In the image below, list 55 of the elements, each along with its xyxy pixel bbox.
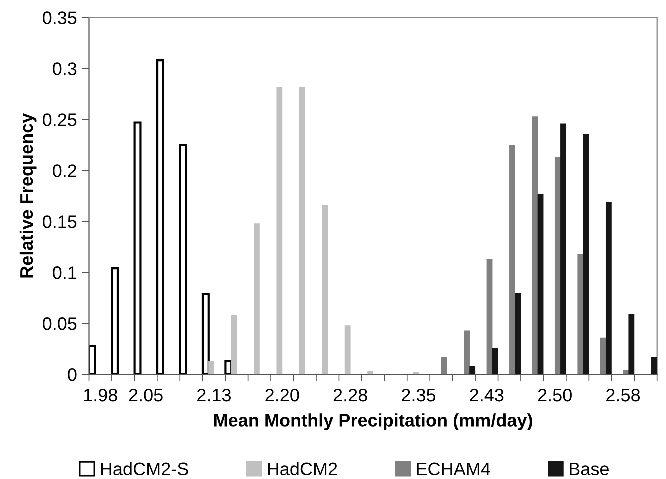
- y-tick-label: 0.05: [43, 318, 77, 330]
- x-tick-label: 2.28: [334, 388, 368, 402]
- x-axis-title: Mean Monthly Precipitation (mm/day): [214, 414, 532, 430]
- bar: [515, 293, 521, 375]
- bar: [299, 87, 306, 375]
- bar: [111, 267, 120, 375]
- x-tick-label: 2.05: [129, 388, 163, 402]
- bar: [510, 145, 516, 375]
- bar: [231, 315, 238, 375]
- bar: [583, 134, 590, 375]
- bar: [600, 338, 606, 375]
- y-tick-label: 0.35: [43, 12, 77, 24]
- bar: [322, 205, 328, 375]
- bar: [538, 194, 544, 375]
- bar: [441, 357, 448, 375]
- bar: [208, 361, 214, 375]
- bar: [560, 124, 566, 375]
- x-tick-label: 2.13: [198, 388, 232, 402]
- legend-label: ECHAM4: [417, 462, 490, 476]
- bar: [202, 292, 210, 375]
- bar: [368, 372, 374, 375]
- y-tick-label: 0.25: [43, 114, 77, 126]
- y-tick-label: 0.15: [43, 216, 77, 228]
- bar: [532, 116, 538, 375]
- y-tick-label: 0.3: [53, 62, 77, 76]
- x-tick-label: 2.43: [470, 388, 504, 402]
- x-tick-label: 2.50: [538, 388, 572, 402]
- bar: [254, 224, 260, 375]
- bar: [89, 344, 96, 375]
- y-tick-label: 0: [68, 368, 77, 382]
- bar: [606, 202, 612, 375]
- bar: [578, 254, 584, 375]
- bar: [464, 330, 470, 375]
- x-tick-label: 2.58: [606, 388, 640, 402]
- x-tick-label: 1.98: [84, 388, 118, 402]
- bar: [623, 370, 630, 375]
- bar: [470, 366, 476, 375]
- bar: [344, 326, 351, 375]
- bar: [156, 60, 164, 375]
- bar: [628, 314, 635, 375]
- y-axis-title: Relative Frequency: [20, 113, 37, 278]
- x-tick-label: 2.35: [402, 388, 436, 402]
- bar: [134, 122, 142, 375]
- legend-label: HadCM2-S: [101, 462, 188, 476]
- bar: [492, 348, 498, 375]
- y-tick-label: 0.2: [53, 164, 77, 178]
- bar: [651, 357, 658, 375]
- x-tick-label: 2.20: [266, 388, 300, 402]
- bar: [179, 144, 188, 375]
- legend-label: Base: [570, 462, 609, 476]
- bar: [276, 87, 283, 375]
- bar: [486, 259, 493, 375]
- y-tick-label: 0.1: [53, 266, 77, 280]
- bar: [554, 157, 561, 375]
- legend-label: HadCM2: [268, 462, 338, 476]
